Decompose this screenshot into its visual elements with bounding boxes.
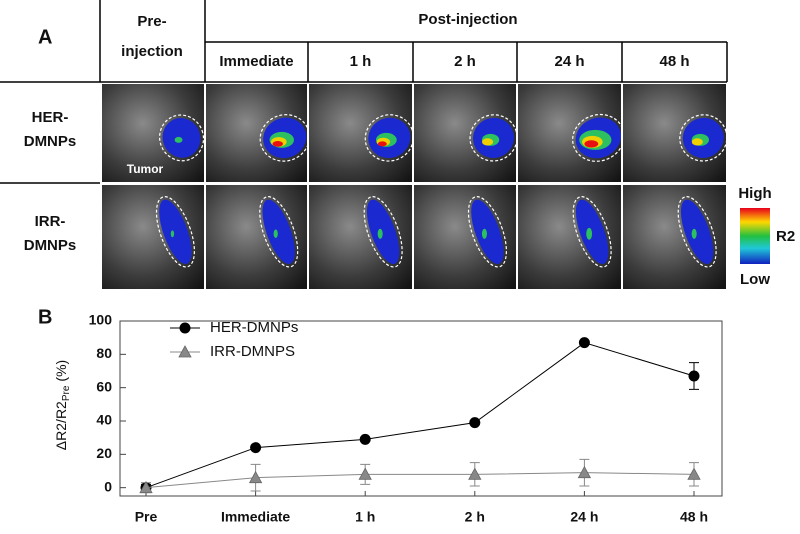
column-header: Immediate	[219, 53, 293, 70]
tumor-map	[691, 138, 703, 146]
data-point	[248, 470, 263, 484]
colorbar-high: High	[738, 185, 771, 202]
x-tick-label: Immediate	[221, 509, 290, 525]
annotation: Tumor	[127, 162, 164, 176]
line-chart: 0 20 40 60 80 100 Pre Immediate 1 h 2 h 24 h 48 h HE…	[89, 312, 723, 525]
tumor-outline	[677, 196, 717, 268]
y-tick-label: 100	[89, 312, 113, 328]
series-line	[145, 472, 695, 489]
row-header: IRR-	[35, 213, 66, 230]
tumor-map	[575, 199, 609, 265]
x-tick-label: 24 h	[570, 509, 598, 525]
tumor-map	[273, 229, 278, 239]
x-tick-label: 48 h	[680, 509, 708, 525]
column-header: 48 h	[659, 53, 689, 70]
x-tick-label: 1 h	[355, 509, 375, 525]
data-point	[469, 417, 481, 429]
tumor-outline	[259, 196, 299, 268]
tumor-map	[170, 230, 175, 238]
tumor-map	[174, 136, 183, 143]
tumor-map	[159, 199, 192, 265]
tumor-map	[586, 227, 593, 240]
row-header: DMNPs	[24, 237, 77, 254]
tumor-map	[680, 199, 714, 265]
tumor-map	[481, 228, 487, 239]
tumor-map	[366, 199, 400, 265]
tumor-map	[272, 141, 284, 147]
legend-label: IRR-DMNPS	[210, 343, 295, 360]
column-header: 24 h	[554, 53, 584, 70]
column-header: 2 h	[454, 53, 476, 70]
legend-marker	[178, 345, 192, 358]
y-label: ΔR2/R2	[53, 401, 69, 450]
column-header: Post-injection	[418, 11, 517, 28]
tumor-map	[471, 199, 504, 265]
tumor-outline	[155, 196, 195, 268]
column-header: injection	[121, 43, 183, 60]
tumor-outline	[469, 114, 518, 162]
column-header: Pre-	[137, 13, 166, 30]
tumor-map	[481, 138, 494, 146]
data-point	[577, 465, 592, 479]
y-tick-label: 80	[96, 345, 112, 361]
tumor-outline	[363, 196, 403, 268]
y-tick-label: 20	[96, 445, 112, 461]
tumor-map	[262, 199, 295, 265]
y-tick-label: 0	[104, 478, 112, 494]
y-tick-label: 60	[96, 378, 112, 394]
colorbar-label: R2	[776, 228, 795, 245]
y-axis-title: ΔR2/R2Pre (%)	[53, 360, 72, 450]
legend-label: HER-DMNPs	[210, 319, 298, 336]
row-header: DMNPs	[24, 133, 77, 150]
tumor-map	[584, 140, 599, 148]
data-point	[250, 442, 262, 454]
data-point	[688, 370, 700, 382]
column-header: 1 h	[350, 53, 372, 70]
panel-label: B	[38, 306, 52, 328]
tumor-outline	[572, 196, 612, 268]
series-line	[145, 342, 695, 489]
y-label-unit: (%)	[53, 360, 69, 382]
tumor-map	[691, 228, 697, 239]
tumor-outline	[259, 114, 310, 162]
x-tick-label: Pre	[135, 509, 158, 525]
tumor-outline	[159, 114, 205, 162]
tumor-outline	[467, 196, 507, 268]
data-point	[139, 480, 153, 494]
tumor-outline	[679, 114, 728, 162]
legend-marker	[179, 322, 191, 334]
tumor-outline	[572, 113, 625, 162]
y-tick-label: 40	[96, 412, 112, 428]
panel-label: A	[38, 26, 52, 48]
data-point	[687, 467, 701, 480]
data-point	[358, 467, 372, 480]
data-point	[359, 433, 371, 445]
x-tick-label: 2 h	[465, 509, 485, 525]
colorbar-low: Low	[740, 271, 770, 288]
tumor-map	[377, 141, 387, 147]
colorbar	[740, 208, 770, 264]
mri-images	[102, 84, 728, 289]
plot-frame	[119, 320, 723, 497]
row-header: HER-	[32, 109, 69, 126]
tumor-map	[377, 228, 383, 239]
tumor-map	[162, 118, 201, 158]
data-point	[468, 467, 482, 480]
y-label-sub: Pre	[61, 385, 72, 401]
tumor-outline	[364, 114, 415, 162]
data-point	[578, 337, 590, 349]
